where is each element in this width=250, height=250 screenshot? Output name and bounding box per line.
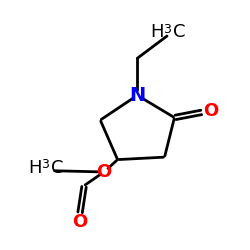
Text: N: N — [129, 86, 146, 105]
Text: H: H — [29, 159, 42, 177]
Text: O: O — [203, 102, 218, 120]
Text: O: O — [72, 213, 87, 231]
Text: C: C — [51, 159, 64, 177]
Text: 3: 3 — [42, 158, 49, 171]
Text: 3: 3 — [163, 23, 171, 36]
Text: C: C — [173, 23, 186, 41]
Text: O: O — [96, 163, 112, 181]
Text: H: H — [150, 23, 163, 41]
